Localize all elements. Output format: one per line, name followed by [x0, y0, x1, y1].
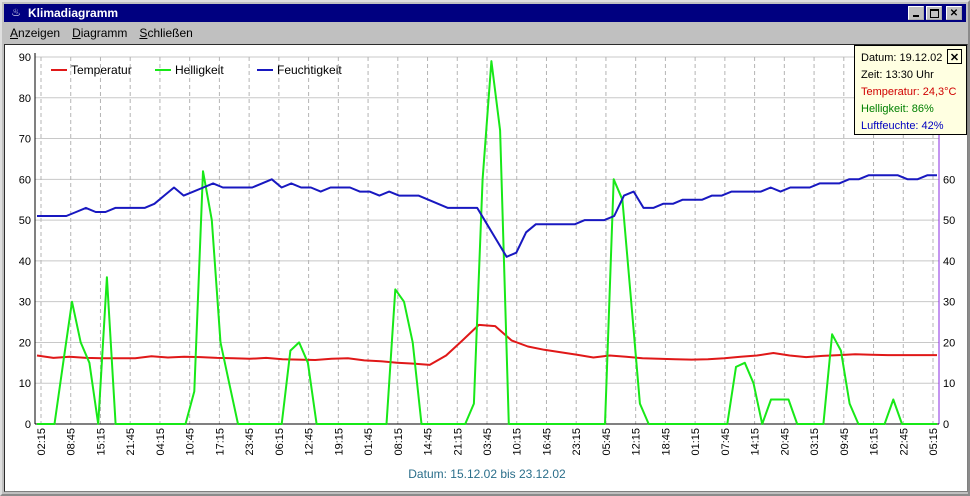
x-tick-label: 14:15 [750, 428, 762, 456]
menu-anzeigen[interactable]: Anzeigen [4, 26, 66, 40]
info-close-button[interactable]: ✕ [947, 49, 962, 64]
close-button[interactable]: ✕ [946, 6, 962, 20]
close-icon: ✕ [949, 52, 960, 64]
x-tick-label: 23:45 [244, 428, 256, 456]
x-tick-label: 15:15 [95, 428, 107, 456]
menu-anzeigen-mnemonic: A [10, 26, 19, 40]
x-tick-label: 22:45 [898, 428, 910, 456]
legend-feuchtigkeit-label: Feuchtigkeit [277, 63, 342, 77]
minimize-button[interactable] [908, 6, 924, 20]
y-tick-label: 70 [19, 134, 31, 146]
y-tick-label: 40 [19, 256, 31, 268]
y2-tick-label: 50 [943, 215, 955, 227]
menu-schliessen-label: chließen [147, 26, 193, 40]
x-tick-label: 14:45 [423, 428, 435, 456]
y2-tick-label: 20 [943, 337, 955, 349]
minimize-icon [913, 15, 919, 17]
menu-bar: Anzeigen Diagramm Schließen [4, 24, 966, 42]
x-tick-label: 12:15 [631, 428, 643, 456]
x-tick-label: 01:45 [363, 428, 375, 456]
date-range-label: Datum: 15.12.02 bis 23.12.02 [408, 467, 566, 481]
info-luftfeuchte: Luftfeuchte: 42% [861, 120, 944, 132]
x-tick-label: 03:45 [482, 428, 494, 456]
x-tick-label: 10:45 [185, 428, 197, 456]
info-datum: Datum: 19.12.02 [861, 52, 943, 64]
x-tick-label: 05:45 [601, 428, 613, 456]
temperature-series-line [36, 323, 937, 366]
x-tick-label: 18:45 [660, 428, 672, 456]
x-tick-label: 07:45 [720, 428, 732, 456]
x-tick-label: 17:15 [214, 428, 226, 456]
close-icon: ✕ [949, 7, 959, 19]
y2-tick-label: 40 [943, 256, 955, 268]
y2-tick-label: 10 [943, 378, 955, 390]
maximize-button[interactable] [926, 6, 942, 20]
menu-schliessen-mnemonic: S [139, 26, 148, 40]
x-tick-label: 12:45 [304, 428, 316, 456]
y-tick-label: 90 [19, 52, 31, 64]
y-tick-label: 50 [19, 215, 31, 227]
brightness-series-line [37, 60, 937, 425]
climate-chart[interactable]: 0 10 20 30 40 50 60 70 80 90 0 10 20 30 40 50 60 02:15 08:… [5, 45, 967, 491]
x-tick-label: 03:15 [809, 428, 821, 456]
y-tick-label: 0 [25, 419, 31, 431]
legend-temperatur-label: Temperatur [71, 63, 132, 77]
y-tick-label: 80 [19, 93, 31, 105]
x-tick-label: 01:15 [690, 428, 702, 456]
menu-schliessen[interactable]: Schließen [133, 26, 198, 40]
x-tick-label: 16:45 [541, 428, 553, 456]
info-helligkeit: Helligkeit: 86% [861, 103, 934, 115]
menu-diagramm-mnemonic: D [72, 26, 81, 40]
x-tick-label: 06:15 [274, 428, 286, 456]
x-tick-label: 04:15 [155, 428, 167, 456]
x-tick-label: 16:15 [869, 428, 881, 456]
legend-helligkeit-label: Helligkeit [175, 63, 224, 77]
x-tick-label: 23:15 [571, 428, 583, 456]
info-zeit: Zeit: 13:30 Uhr [861, 69, 934, 81]
x-tick-label: 20:45 [779, 428, 791, 456]
x-tick-label: 19:15 [333, 428, 345, 456]
thermometer-icon: ♨ [11, 7, 21, 19]
y-tick-label: 60 [19, 174, 31, 186]
plot-area[interactable]: 0 10 20 30 40 50 60 70 80 90 0 10 20 30 40 50 60 02:15 08:… [4, 44, 968, 492]
maximize-icon [929, 8, 939, 18]
window-title: Klimadiagramm [28, 6, 119, 20]
info-temperatur: Temperatur: 24,3°C [861, 86, 957, 98]
x-tick-label: 08:45 [66, 428, 78, 456]
x-tick-label: 02:15 [36, 428, 48, 456]
menu-diagramm-label: iagramm [80, 26, 128, 40]
y-tick-label: 20 [19, 337, 31, 349]
x-tick-label: 09:45 [839, 428, 851, 456]
menu-diagramm[interactable]: Diagramm [66, 26, 133, 40]
y2-tick-label: 30 [943, 297, 955, 309]
y2-tick-label: 0 [943, 419, 949, 431]
title-bar[interactable]: ♨ Klimadiagramm ✕ [4, 4, 966, 22]
info-tooltip: ✕ Datum: 19.12.02 Zeit: 13:30 Uhr Temper… [854, 45, 967, 135]
x-tick-label: 21:45 [125, 428, 137, 456]
menu-anzeigen-label: nzeigen [18, 26, 61, 40]
y-tick-label: 10 [19, 378, 31, 390]
x-tick-label: 21:15 [452, 428, 464, 456]
x-tick-label: 05:15 [928, 428, 940, 456]
y-tick-label: 30 [19, 297, 31, 309]
x-tick-label: 10:15 [512, 428, 524, 456]
x-tick-label: 08:15 [393, 428, 405, 456]
y2-tick-label: 60 [943, 174, 955, 186]
humidity-series-line [37, 174, 937, 258]
